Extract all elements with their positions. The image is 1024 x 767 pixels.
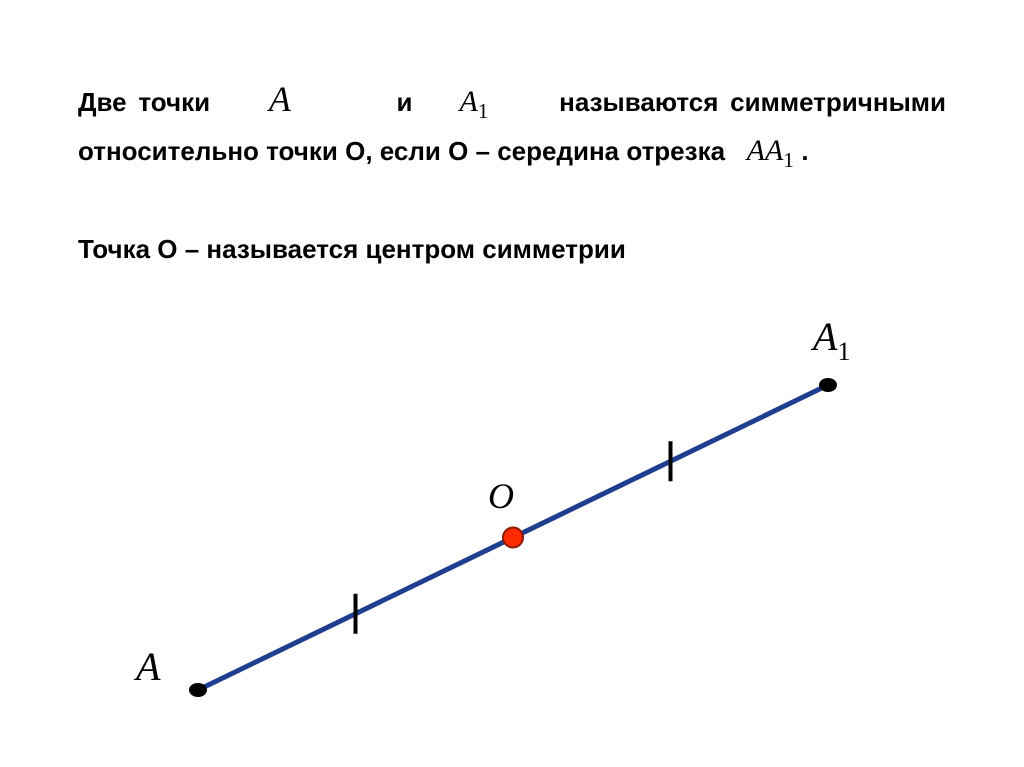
- def-period: .: [801, 136, 808, 166]
- subtitle-text: Точка О – называется центром симметрии: [78, 230, 946, 269]
- symbol-AA1-b1: A: [747, 134, 765, 167]
- point-O: [503, 528, 523, 548]
- symbol-AA1-b2: A: [765, 134, 783, 167]
- point-A1: [819, 378, 837, 392]
- symbol-A1-base: A: [460, 85, 478, 118]
- diagram-svg: O A A1: [78, 290, 946, 730]
- point-A: [189, 683, 207, 697]
- def-part1: Две точки: [78, 87, 210, 117]
- page: Две точки A и A1 называются симметричным…: [0, 0, 1024, 767]
- definition-text: Две точки A и A1 называются симметричным…: [78, 72, 946, 176]
- label-A: A: [133, 644, 161, 689]
- symmetry-diagram: O A A1: [78, 290, 946, 730]
- symbol-AA1-sub: 1: [783, 148, 794, 172]
- symbol-A: A: [269, 79, 291, 119]
- label-A1: A1: [810, 314, 850, 366]
- subtitle-line: Точка О – называется центром симметрии: [78, 234, 626, 264]
- symbol-A1-sub: 1: [478, 99, 489, 123]
- def-part2: и: [397, 87, 413, 117]
- symbol-AA1: AA1: [747, 134, 802, 167]
- symbol-A1: A1: [460, 85, 501, 118]
- label-O: O: [488, 476, 514, 516]
